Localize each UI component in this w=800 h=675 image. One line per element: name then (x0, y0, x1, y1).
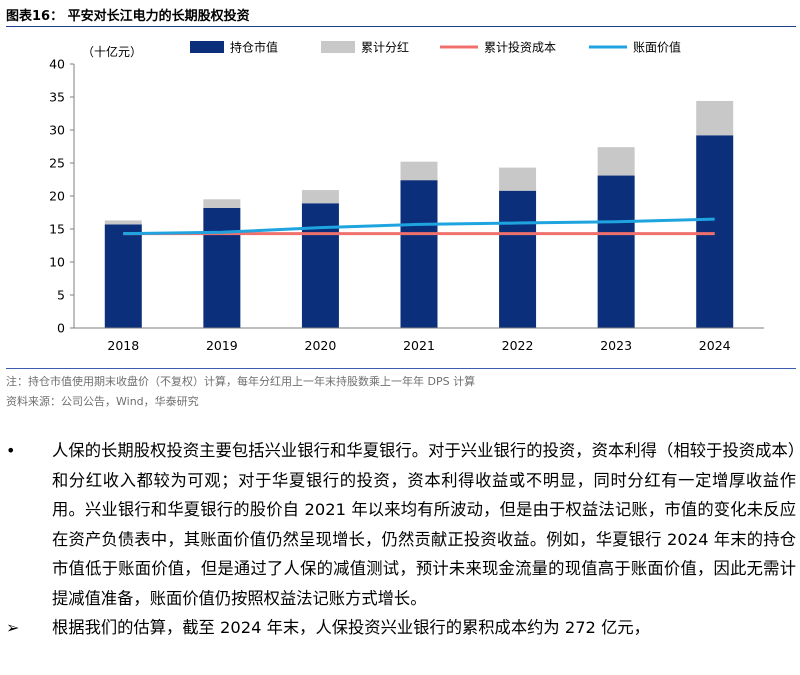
bar-cumulative-dividend (400, 161, 438, 181)
figure-note: 注：持仓市值使用期末收盘价（不复权）计算，每年分红用上一年末持股数乘上一年年 D… (6, 375, 476, 388)
legend-swatch (190, 41, 224, 53)
bar-cumulative-dividend (696, 100, 734, 136)
bar-market-value (400, 180, 438, 328)
legend-label: 累计投资成本 (484, 40, 556, 55)
figure-title: 图表16： 平安对长江电力的长期股权投资 (6, 9, 250, 24)
bar-cumulative-dividend (301, 190, 339, 204)
legend-label: 累计分红 (361, 40, 409, 55)
y-tick-label: 25 (49, 156, 65, 171)
bar-market-value (597, 175, 635, 328)
x-tick-label: 2018 (107, 338, 139, 353)
stacked-bar-line-chart: 0 5 10 15 20 25 30 35 40 2018 2019 2020 2021 2022 2023… (49, 40, 764, 353)
figure-source: 资料来源：公司公告，Wind，华泰研究 (6, 395, 199, 408)
y-tick-label: 5 (57, 288, 65, 303)
bar-market-value (696, 135, 734, 328)
legend-swatch (321, 41, 355, 53)
bar-market-value (203, 207, 241, 328)
source-divider (6, 368, 796, 369)
bar-cumulative-dividend (104, 220, 142, 225)
x-tick-label: 2023 (600, 338, 632, 353)
line-book-value (123, 217, 715, 236)
bar-market-value (499, 190, 537, 328)
sub-paragraph: 根据我们的估算，截至 2024 年末，人保投资兴业银行的累积成本约为 272 亿… (52, 618, 650, 637)
y-tick-label: 15 (49, 222, 65, 237)
sub-bullet-item: ➢ 根据我们的估算，截至 2024 年末，人保投资兴业银行的累积成本约为 272… (6, 613, 796, 643)
bar-market-value (301, 203, 339, 328)
bar-cumulative-dividend (203, 199, 241, 208)
y-tick-label: 20 (49, 189, 65, 204)
bar-cumulative-dividend (597, 147, 635, 176)
x-tick-label: 2019 (206, 338, 238, 353)
y-tick-label: 40 (49, 57, 65, 72)
bullet-dot: • (6, 441, 16, 460)
x-tick-label: 2021 (403, 338, 435, 353)
bullet-item: • 人保的长期股权投资主要包括兴业银行和华夏银行。对于兴业银行的投资，资本利得（… (6, 436, 796, 613)
legend-label: 账面价值 (633, 40, 681, 55)
x-tick-label: 2020 (305, 338, 337, 353)
x-tick-label: 2022 (502, 338, 534, 353)
bar-cumulative-dividend (499, 167, 537, 191)
y-tick-label: 0 (57, 321, 65, 336)
y-unit-label: （十亿元） (82, 44, 142, 59)
y-tick-label: 30 (49, 123, 65, 138)
body-text: • 人保的长期股权投资主要包括兴业银行和华夏银行。对于兴业银行的投资，资本利得（… (6, 436, 796, 643)
y-tick-label: 35 (49, 90, 65, 105)
x-tick-label: 2024 (699, 338, 731, 353)
analysis-paragraph: 人保的长期股权投资主要包括兴业银行和华夏银行。对于兴业银行的投资，资本利得（相较… (52, 441, 796, 608)
arrow-bullet-icon: ➢ (6, 618, 20, 637)
bar-market-value (104, 224, 142, 328)
title-divider (6, 26, 796, 27)
y-tick-label: 10 (49, 255, 65, 270)
legend-label: 持仓市值 (230, 40, 278, 55)
